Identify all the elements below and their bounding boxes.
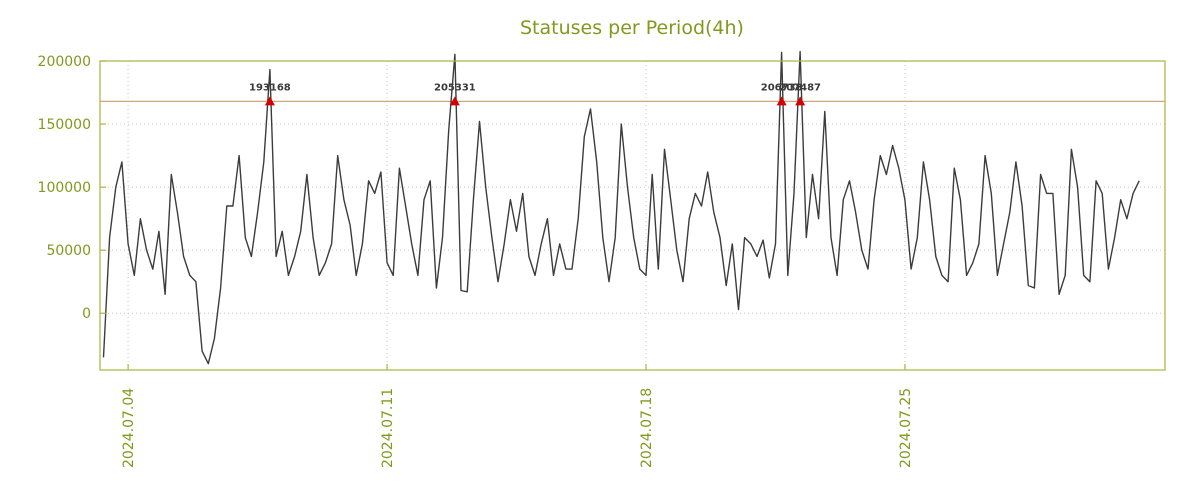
- peak-value-label: 193168: [249, 82, 291, 93]
- x-tick-label: 2024.07.25: [898, 388, 914, 468]
- peak-value-label: 207487: [779, 82, 821, 93]
- y-tick-label: 50000: [46, 243, 91, 259]
- peak-marker-icon: [264, 96, 275, 106]
- chart-title: Statuses per Period(4h): [520, 17, 744, 39]
- y-tick-label: 200000: [38, 54, 91, 70]
- series-line: [102, 50, 1140, 365]
- y-tick-label: 0: [82, 306, 91, 322]
- plot-area: 0 50000 100000 150000 200000 2024.07.04 2024.0…: [38, 50, 1166, 468]
- peak-marker-icon: [795, 96, 806, 106]
- x-tick-label: 2024.07.18: [639, 388, 655, 468]
- peak-marker-icon: [776, 96, 787, 106]
- y-tick-label: 100000: [38, 180, 91, 196]
- peak-marker-icon: [449, 96, 460, 106]
- x-tick-label: 2024.07.11: [380, 388, 396, 468]
- y-tick-label: 150000: [38, 117, 91, 133]
- x-tick-label: 2024.07.04: [121, 388, 137, 468]
- peak-value-label: 206738: [761, 82, 803, 93]
- plot-border: [99, 60, 1166, 371]
- peak-value-label: 205331: [434, 82, 476, 93]
